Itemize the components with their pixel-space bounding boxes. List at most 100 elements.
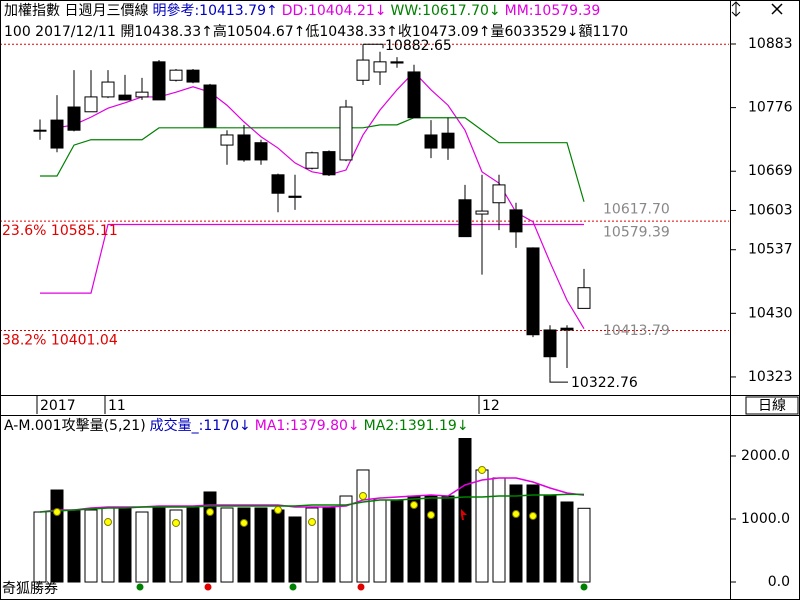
volume-bar bbox=[33, 511, 47, 583]
volume-header: A-M.001攻擊量(5,21) 成交量_:1170↓ MA1:1379.80↓ MA… bbox=[4, 417, 469, 434]
candle-body bbox=[560, 327, 574, 331]
volume-dot bbox=[274, 505, 282, 514]
volume-bar bbox=[339, 495, 353, 583]
candle-body bbox=[577, 287, 591, 309]
candle-body bbox=[543, 329, 557, 358]
volume-bar bbox=[577, 507, 591, 583]
volume-bar bbox=[526, 484, 540, 583]
candle-body bbox=[492, 184, 506, 204]
candle-body bbox=[186, 69, 200, 83]
volume-bar bbox=[169, 509, 183, 583]
volume-bar bbox=[220, 507, 234, 583]
candle-body bbox=[475, 210, 489, 215]
signal-dot bbox=[357, 583, 365, 591]
level-label: 38.2% 10401.04 bbox=[2, 333, 118, 349]
candle-body bbox=[305, 152, 319, 169]
volume-dot bbox=[410, 501, 418, 510]
volume-bar bbox=[322, 507, 336, 583]
low-pointer bbox=[549, 377, 568, 383]
candle-body bbox=[254, 142, 268, 161]
period-box bbox=[745, 396, 799, 415]
y-tick-label: 10603 bbox=[748, 202, 793, 218]
candle-body bbox=[84, 96, 98, 113]
volume-bar bbox=[543, 495, 557, 583]
volume-bar bbox=[458, 438, 472, 583]
candle-body bbox=[135, 91, 149, 98]
header-segment: 明參考:10413.79↑ bbox=[152, 3, 277, 19]
y-tick-label: 10537 bbox=[748, 242, 793, 258]
header-line1: 加權指數 日週月三價線 明參考:10413.79↑ DD:10404.21↓ WW:1… bbox=[4, 2, 600, 19]
candle-body bbox=[339, 106, 353, 161]
volume-bar bbox=[288, 516, 302, 583]
y-tick-label: 10430 bbox=[748, 305, 793, 321]
y-tick-label: 2000.0 bbox=[741, 448, 790, 464]
window-controls[interactable] bbox=[731, 1, 783, 17]
candle-body bbox=[118, 94, 132, 101]
header-segment: MM:10579.39 bbox=[505, 3, 601, 19]
candle-body bbox=[458, 199, 472, 238]
header-segment: A-M.001攻擊量(5,21) bbox=[4, 417, 146, 434]
period-label: 日線 bbox=[758, 398, 786, 414]
candle-body bbox=[271, 174, 285, 194]
high-pointer bbox=[363, 43, 384, 49]
volume-bar bbox=[186, 507, 200, 583]
volume-dot bbox=[427, 511, 435, 520]
volume-dot bbox=[512, 510, 520, 519]
candle-body bbox=[424, 134, 438, 149]
header-line2: 100 2017/12/11 開10438.33↑高10504.67↑低1043… bbox=[4, 23, 628, 40]
candle-body bbox=[33, 129, 47, 132]
header-segment: MA1:1379.80↓ bbox=[255, 418, 360, 434]
y-tick-label: 10323 bbox=[748, 369, 793, 385]
volume-bar bbox=[424, 495, 438, 583]
footer-brand: 奇狐勝券 bbox=[2, 580, 58, 597]
candle-body bbox=[101, 81, 115, 98]
volume-dot bbox=[206, 508, 214, 517]
candle-body bbox=[373, 61, 387, 73]
y-tick-label: 1000.0 bbox=[741, 511, 790, 527]
volume-dot bbox=[172, 518, 180, 527]
price-label: 10579.39 bbox=[603, 225, 670, 241]
candle-body bbox=[526, 247, 540, 336]
volume-bar bbox=[305, 507, 319, 583]
candle-body bbox=[67, 106, 81, 131]
candle-body bbox=[152, 61, 166, 101]
volume-bar bbox=[390, 499, 404, 583]
x-tick-label: 11 bbox=[108, 398, 126, 414]
low-label: 10322.76 bbox=[571, 375, 638, 391]
candle-body bbox=[322, 151, 336, 176]
volume-bar bbox=[560, 501, 574, 583]
high-label: 10882.65 bbox=[385, 38, 452, 54]
candle-body bbox=[288, 195, 302, 198]
volume-bar bbox=[118, 507, 132, 583]
candle-body bbox=[203, 84, 217, 128]
signal-dot bbox=[289, 583, 297, 591]
header-segment: DD:10404.21↓ bbox=[282, 3, 387, 19]
price-line bbox=[40, 117, 585, 202]
candle-body bbox=[169, 69, 183, 81]
close-icon[interactable] bbox=[771, 3, 783, 15]
y-tick-label: 10883 bbox=[748, 36, 793, 52]
volume-bar bbox=[50, 489, 64, 583]
candle-body bbox=[509, 209, 523, 233]
x-tick-label: 2017 bbox=[40, 398, 76, 414]
y-tick-label: 10776 bbox=[748, 100, 793, 116]
volume-dot bbox=[308, 518, 316, 527]
volume-bar bbox=[135, 511, 149, 583]
volume-plot bbox=[33, 438, 591, 583]
y-tick-label: 0.0 bbox=[768, 574, 790, 590]
resize-icon[interactable] bbox=[731, 1, 741, 17]
volume-bar bbox=[67, 509, 81, 583]
volume-bar bbox=[475, 469, 489, 583]
volume-bar bbox=[373, 499, 387, 583]
volume-dot bbox=[359, 492, 367, 501]
price-line bbox=[40, 223, 584, 294]
volume-bar bbox=[254, 507, 268, 583]
volume-dot bbox=[529, 511, 537, 520]
signal-dot bbox=[580, 583, 588, 591]
candle-body bbox=[407, 71, 421, 119]
volume-bar bbox=[492, 477, 506, 583]
volume-ma-line bbox=[39, 493, 585, 513]
header-segment: 加權指數 日週月三價線 bbox=[4, 2, 148, 19]
price-plot bbox=[1, 43, 729, 378]
